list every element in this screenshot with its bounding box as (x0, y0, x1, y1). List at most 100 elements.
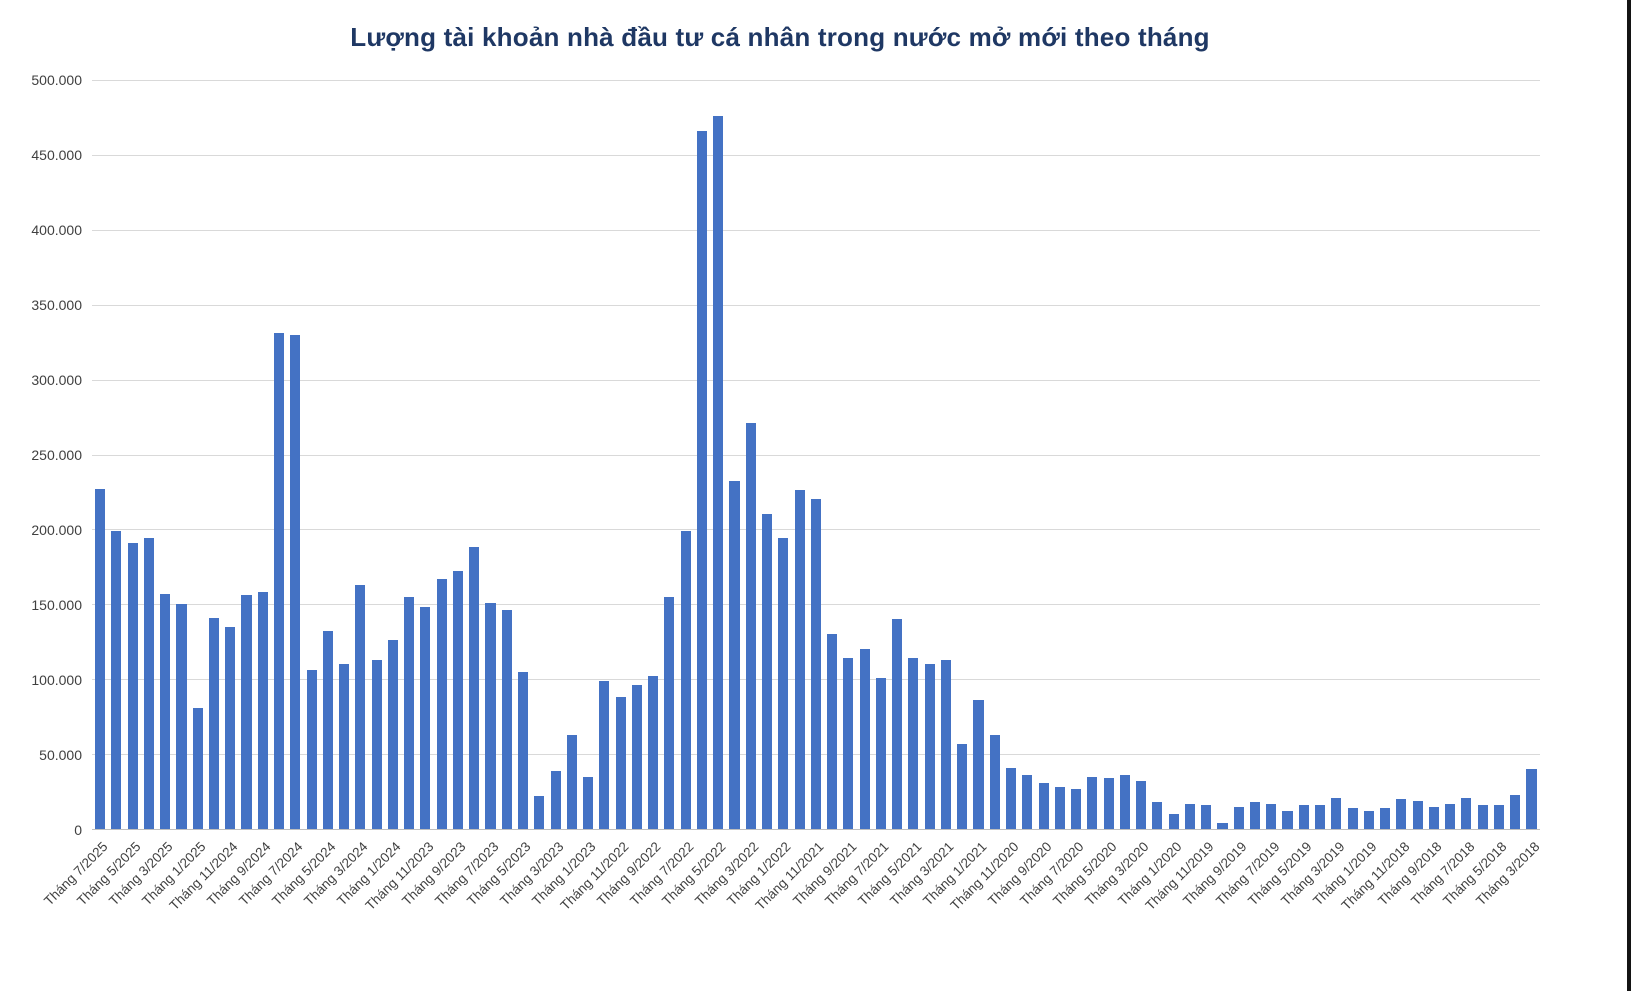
bar (1119, 775, 1130, 829)
bar-slot (1475, 80, 1491, 829)
bar (1282, 811, 1293, 829)
y-axis-tick-label: 450.000 (31, 147, 82, 163)
bar-slot (1442, 80, 1458, 829)
bar-slot (1263, 80, 1279, 829)
bar-slot (970, 80, 986, 829)
bar (794, 490, 805, 829)
bar (778, 538, 789, 829)
bar (550, 770, 561, 829)
bar (436, 578, 447, 829)
bar-slot (743, 80, 759, 829)
bar-slot (482, 80, 498, 829)
y-axis-tick-label: 100.000 (31, 672, 82, 688)
bar (1071, 788, 1082, 829)
bar (1412, 800, 1423, 829)
bar (1380, 808, 1391, 829)
bar-slot (531, 80, 547, 829)
bar-slot (287, 80, 303, 829)
bar-slot (1117, 80, 1133, 829)
bar-slot (1019, 80, 1035, 829)
bar (306, 670, 317, 829)
bar (1201, 805, 1212, 829)
bar (664, 596, 675, 829)
bar (631, 685, 642, 829)
bar (355, 584, 366, 829)
bar (1087, 776, 1098, 829)
bar-slot (238, 80, 254, 829)
bar (1152, 802, 1163, 829)
bar (908, 658, 919, 829)
bar (1347, 808, 1358, 829)
bar-slot (613, 80, 629, 829)
y-axis-tick-label: 50.000 (39, 747, 82, 763)
bar (827, 634, 838, 829)
y-axis-tick-label: 350.000 (31, 297, 82, 313)
bar (339, 664, 350, 829)
bar (241, 595, 252, 829)
bar-slot (108, 80, 124, 829)
bar-slot (629, 80, 645, 829)
bar-slot (92, 80, 108, 829)
bar (1022, 775, 1033, 829)
bar-slot (954, 80, 970, 829)
bar-slot (775, 80, 791, 829)
gridline (92, 304, 1540, 306)
gridline (92, 379, 1540, 381)
bar-slot (1182, 80, 1198, 829)
bar (1217, 823, 1228, 829)
bar (1315, 805, 1326, 829)
bar-slot (1507, 80, 1523, 829)
bar-slot (1312, 80, 1328, 829)
bar (95, 488, 106, 829)
bar-slot (401, 80, 417, 829)
bar (404, 596, 415, 829)
bar-slot (1393, 80, 1409, 829)
bar-slot (905, 80, 921, 829)
bar (696, 130, 707, 829)
bar-slot (141, 80, 157, 829)
bar (225, 626, 236, 829)
bar-slot (580, 80, 596, 829)
y-axis-tick-label: 200.000 (31, 522, 82, 538)
bar-slot (1133, 80, 1149, 829)
bar-slot (856, 80, 872, 829)
bar (257, 592, 268, 829)
bar-slot (466, 80, 482, 829)
bar (1461, 797, 1472, 829)
bar (176, 604, 187, 829)
bar-slot (515, 80, 531, 829)
bar-slot (938, 80, 954, 829)
bar (973, 700, 984, 829)
bar-slot (1344, 80, 1360, 829)
bar-slot (1523, 80, 1539, 829)
bar-slot (873, 80, 889, 829)
y-axis-tick-label: 150.000 (31, 597, 82, 613)
bar-slot (1149, 80, 1165, 829)
bar-slot (190, 80, 206, 829)
bar-slot (759, 80, 775, 829)
bar-slot (271, 80, 287, 829)
bar (648, 676, 659, 829)
bar-slot (125, 80, 141, 829)
bar-slot (1247, 80, 1263, 829)
bar-slot (1279, 80, 1295, 829)
bar (1233, 806, 1244, 829)
bar (1168, 814, 1179, 829)
bar (713, 115, 724, 829)
bar-slot (157, 80, 173, 829)
bar-slot (352, 80, 368, 829)
bar (1005, 767, 1017, 829)
bar-slot (726, 80, 742, 829)
bar-slot (222, 80, 238, 829)
bar (160, 593, 171, 829)
gridline (92, 154, 1540, 156)
bar (892, 619, 903, 829)
bar (875, 677, 886, 829)
bar (729, 481, 740, 829)
bar-slot (710, 80, 726, 829)
bar-slot (303, 80, 319, 829)
bar-slot (450, 80, 466, 829)
bar-slot (336, 80, 352, 829)
bar (859, 649, 870, 829)
